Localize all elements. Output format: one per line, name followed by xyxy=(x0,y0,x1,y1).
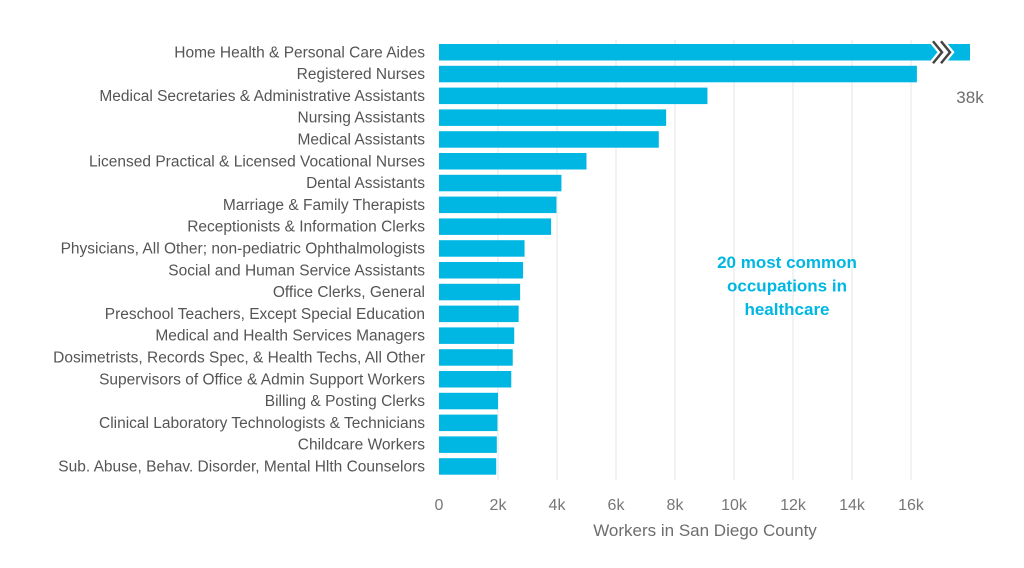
bar xyxy=(439,44,970,61)
bar xyxy=(439,153,587,170)
x-tick-label: 10k xyxy=(721,497,748,514)
x-tick-label: 4k xyxy=(549,497,567,514)
x-tick-label: 12k xyxy=(780,497,807,514)
bar xyxy=(439,87,708,105)
annotation-line: healthcare xyxy=(744,300,829,319)
annotation-line: occupations in xyxy=(727,277,847,296)
axis-break-chevron-outline xyxy=(932,40,944,65)
bar xyxy=(439,305,519,323)
category-label: Office Clerks, General xyxy=(273,284,425,301)
category-label: Childcare Workers xyxy=(298,437,425,454)
category-label: Physicians, All Other; non-pediatric Oph… xyxy=(61,240,426,257)
category-label: Home Health & Personal Care Aides xyxy=(174,44,425,61)
category-label: Dental Assistants xyxy=(306,175,425,192)
category-label: Medical Assistants xyxy=(298,131,426,148)
axis-break-label: 38k xyxy=(956,88,984,107)
x-tick-label: 0 xyxy=(435,497,444,514)
annotation-line: 20 most common xyxy=(717,253,857,272)
bar xyxy=(439,196,557,214)
bar xyxy=(439,283,521,301)
bar xyxy=(439,392,498,410)
bars xyxy=(439,44,970,475)
category-labels: Home Health & Personal Care Aides Registe… xyxy=(53,44,425,475)
category-label: Supervisors of Office & Admin Support Wo… xyxy=(99,371,425,388)
bar xyxy=(439,109,667,126)
x-tick-label: 2k xyxy=(490,497,508,514)
x-axis-title: Workers in San Diego County xyxy=(593,521,817,540)
x-axis-ticks: 0 2k 4k 6k 8k 10k 12k 14k 16k xyxy=(435,497,925,514)
category-label: Dosimetrists, Records Spec, & Health Tec… xyxy=(53,349,425,366)
category-label: Medical Secretaries & Administrative Ass… xyxy=(99,88,425,105)
bar xyxy=(439,371,512,388)
category-label: Medical and Health Services Managers xyxy=(155,328,425,345)
x-tick-label: 6k xyxy=(608,497,626,514)
bar xyxy=(439,174,562,192)
bar xyxy=(439,458,497,475)
bar xyxy=(439,436,497,453)
x-tick-label: 16k xyxy=(898,497,925,514)
category-label: Billing & Posting Clerks xyxy=(265,393,425,410)
axis-break-marker xyxy=(930,39,955,66)
category-label: Social and Human Service Assistants xyxy=(168,262,425,279)
chart-annotation: 20 most common occupations in healthcare xyxy=(717,253,857,319)
bar xyxy=(439,262,524,279)
axis-break-chevron-outline xyxy=(940,40,952,65)
bar xyxy=(439,131,659,148)
x-tick-label: 14k xyxy=(839,497,866,514)
bar xyxy=(439,349,513,366)
category-label: Clinical Laboratory Technologists & Tech… xyxy=(99,415,425,432)
category-label: Marriage & Family Therapists xyxy=(223,197,425,214)
bar xyxy=(439,218,552,235)
category-label: Registered Nurses xyxy=(297,66,426,83)
x-tick-label: 8k xyxy=(667,497,685,514)
category-label: Nursing Assistants xyxy=(298,110,426,127)
category-label: Sub. Abuse, Behav. Disorder, Mental Hlth… xyxy=(58,458,425,475)
category-label: Licensed Practical & Licensed Vocational… xyxy=(89,153,425,170)
category-label: Receptionists & Information Clerks xyxy=(187,219,425,236)
bar xyxy=(439,327,515,344)
bar xyxy=(439,240,525,257)
bar xyxy=(439,414,498,432)
bar xyxy=(439,65,917,83)
category-label: Preschool Teachers, Except Special Educa… xyxy=(105,306,425,323)
